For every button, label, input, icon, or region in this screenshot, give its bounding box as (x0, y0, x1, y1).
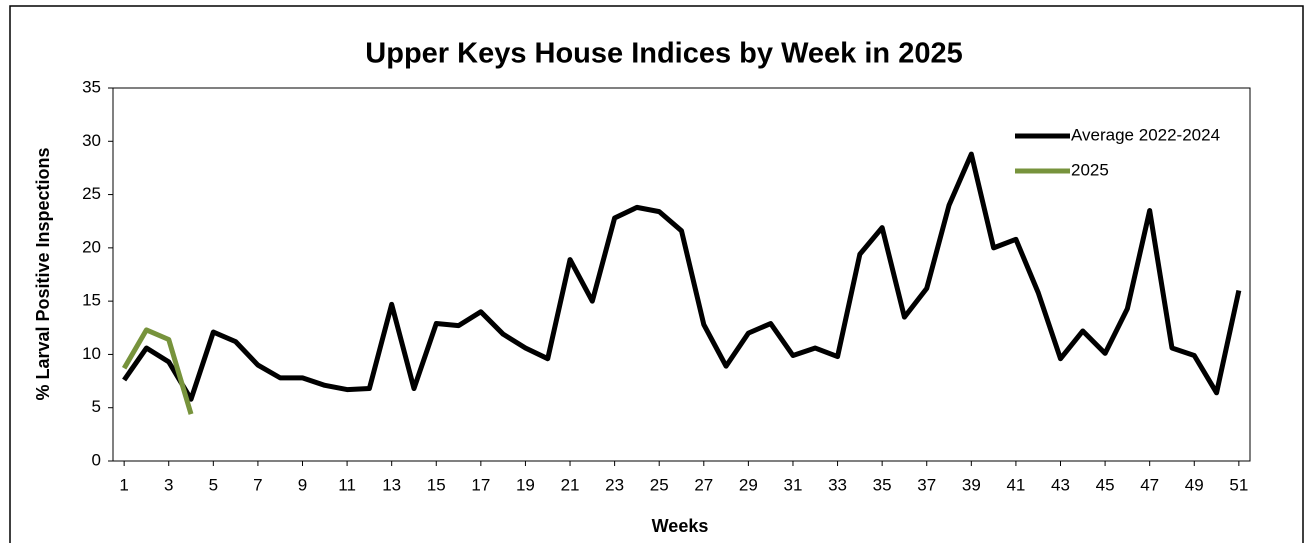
x-tick-label: 33 (828, 475, 847, 494)
x-tick-label: 49 (1185, 475, 1204, 494)
chart-title: Upper Keys House Indices by Week in 2025 (365, 38, 962, 70)
y-tick-label: 35 (82, 77, 101, 96)
x-tick-label: 23 (605, 475, 624, 494)
x-tick-label: 39 (962, 475, 981, 494)
x-tick-label: 9 (298, 475, 307, 494)
x-tick-label: 11 (338, 475, 356, 494)
x-tick-label: 29 (739, 475, 758, 494)
y-tick-label: 25 (82, 184, 101, 203)
x-tick-label: 41 (1006, 475, 1025, 494)
x-tick-label: 31 (784, 475, 803, 494)
y-tick-label: 5 (92, 397, 101, 416)
plot-frame (112, 87, 1251, 462)
x-tick-label: 15 (427, 475, 446, 494)
x-tick-label: 7 (253, 475, 262, 494)
x-axis-label: Weeks (652, 516, 709, 536)
x-tick-label: 13 (382, 475, 401, 494)
y-tick-label: 0 (92, 450, 101, 469)
x-tick-label: 3 (164, 475, 173, 494)
y-tick-label: 20 (82, 237, 101, 256)
line-series (121, 327, 194, 415)
x-tick-label: 37 (917, 475, 936, 494)
x-tick-label: 25 (650, 475, 669, 494)
x-tick-label: 45 (1096, 475, 1115, 494)
x-tick-label: 35 (873, 475, 892, 494)
y-tick-label: 15 (82, 291, 101, 310)
x-tick-label: 19 (516, 475, 535, 494)
x-tick-label: 5 (209, 475, 218, 494)
x-tick-label: 27 (694, 475, 713, 494)
legend-label: Average 2022-2024 (1071, 125, 1220, 144)
x-tick-label: 47 (1140, 475, 1159, 494)
x-tick-label: 51 (1229, 475, 1248, 494)
x-tick-label: 43 (1051, 475, 1070, 494)
x-tick-label: 17 (471, 475, 490, 494)
legend-label: 2025 (1071, 160, 1109, 179)
y-tick-label: 30 (82, 131, 101, 150)
line-series (122, 151, 1242, 402)
x-tick-label: 21 (561, 475, 580, 494)
y-axis-label: % Larval Positive Inspections (33, 147, 53, 400)
x-tick-label: 1 (119, 475, 128, 494)
y-tick-label: 10 (82, 344, 101, 363)
chart-border (9, 5, 1304, 543)
